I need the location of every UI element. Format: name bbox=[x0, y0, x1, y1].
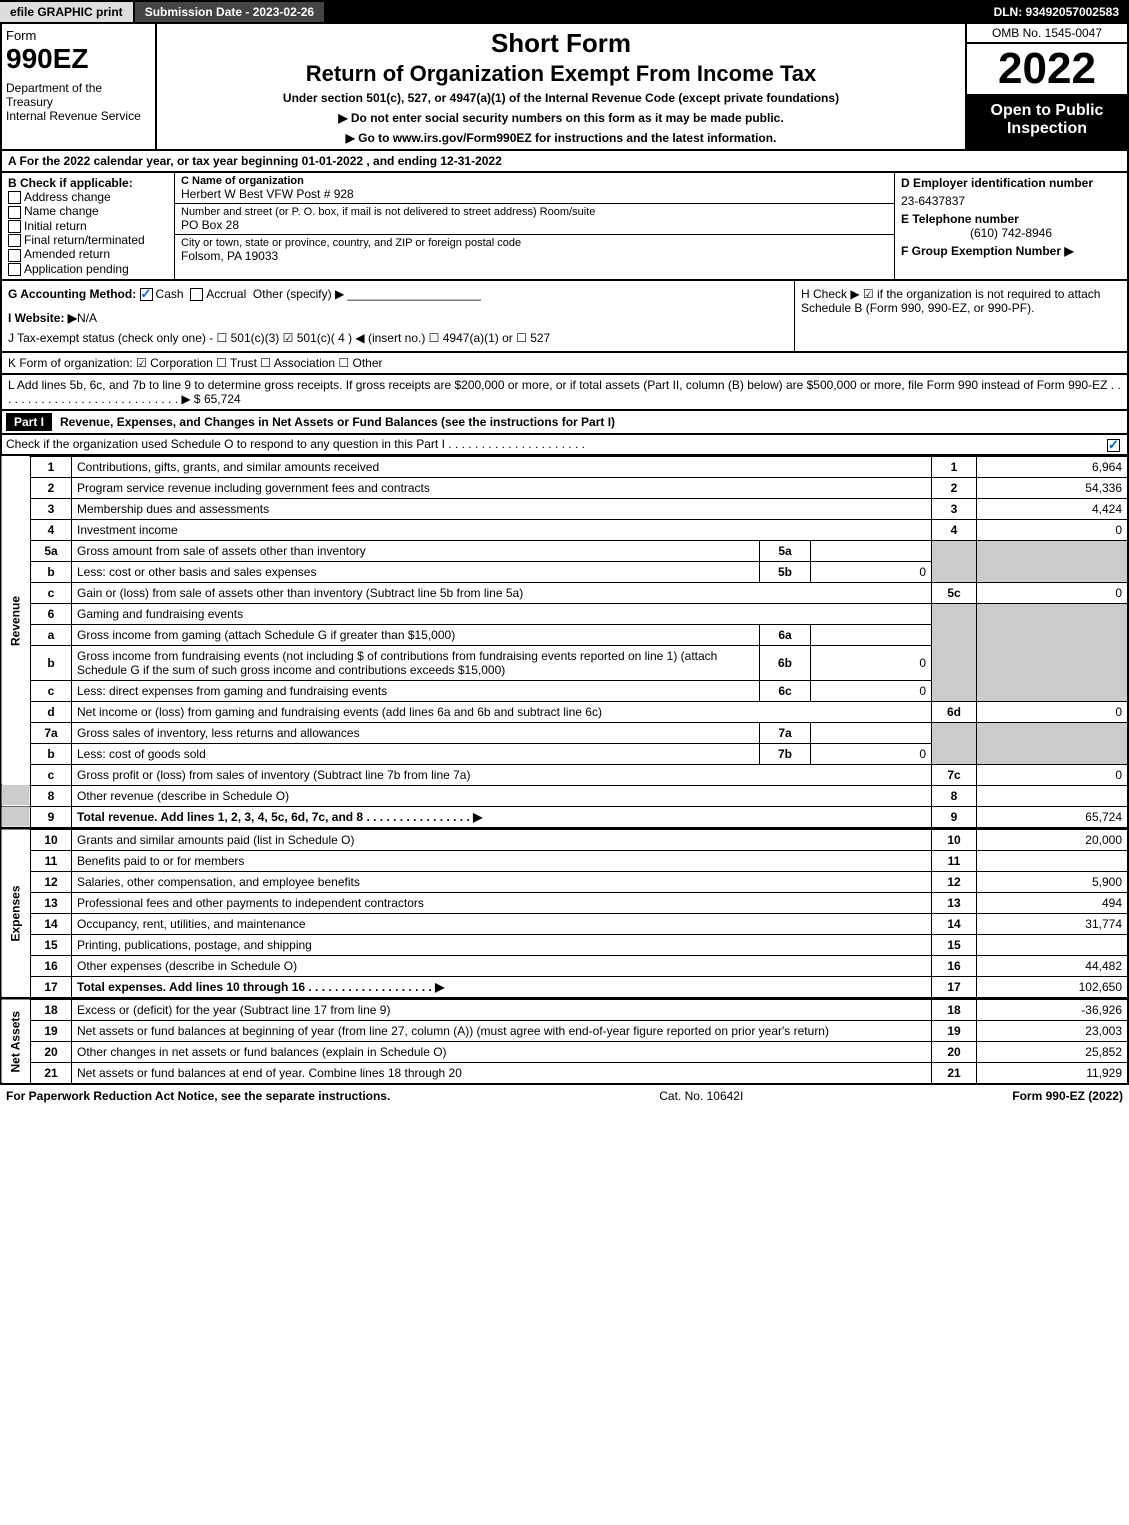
opt-amended-return[interactable]: Amended return bbox=[8, 247, 168, 261]
section-b-label: B Check if applicable: bbox=[8, 176, 168, 190]
table-row: 15Printing, publications, postage, and s… bbox=[1, 934, 1128, 955]
tax-year: 2022 bbox=[967, 44, 1127, 96]
expenses-table: Expenses 10Grants and similar amounts pa… bbox=[0, 829, 1129, 999]
opt-initial-return[interactable]: Initial return bbox=[8, 219, 168, 233]
table-row: 13Professional fees and other payments t… bbox=[1, 892, 1128, 913]
footer-right: Form 990-EZ (2022) bbox=[1012, 1089, 1123, 1103]
section-j: J Tax-exempt status (check only one) - ☐… bbox=[8, 331, 788, 345]
do-not-enter: ▶ Do not enter social security numbers o… bbox=[161, 111, 961, 125]
section-b: B Check if applicable: Address change Na… bbox=[2, 173, 175, 279]
table-row: Expenses 10Grants and similar amounts pa… bbox=[1, 829, 1128, 850]
open-to-public: Open to Public Inspection bbox=[967, 96, 1127, 149]
table-row: 12Salaries, other compensation, and empl… bbox=[1, 871, 1128, 892]
net-assets-table: Net Assets 18Excess or (deficit) for the… bbox=[0, 999, 1129, 1085]
top-bar: efile GRAPHIC print Submission Date - 20… bbox=[0, 0, 1129, 24]
section-k: K Form of organization: ☑ Corporation ☐ … bbox=[0, 353, 1129, 375]
part-i-header: Part I Revenue, Expenses, and Changes in… bbox=[0, 411, 1129, 435]
city-label: City or town, state or province, country… bbox=[181, 237, 888, 249]
opt-application-pending[interactable]: Application pending bbox=[8, 262, 168, 276]
form-header: Form 990EZ Department of the Treasury In… bbox=[0, 24, 1129, 151]
form-number: 990EZ bbox=[6, 43, 151, 75]
tel-value: (610) 742-8946 bbox=[901, 226, 1121, 240]
table-row: 3Membership dues and assessments34,424 bbox=[1, 498, 1128, 519]
table-row: 8Other revenue (describe in Schedule O)8 bbox=[1, 785, 1128, 806]
netassets-side-label: Net Assets bbox=[1, 999, 31, 1084]
sections-g-h: G Accounting Method: Cash Accrual Other … bbox=[0, 281, 1129, 353]
revenue-side-label: Revenue bbox=[1, 456, 31, 785]
accrual-checkbox[interactable] bbox=[190, 288, 203, 301]
header-left: Form 990EZ Department of the Treasury In… bbox=[2, 24, 157, 149]
part-i-label: Part I bbox=[6, 413, 52, 431]
table-row: Revenue 1Contributions, gifts, grants, a… bbox=[1, 456, 1128, 477]
efile-tab[interactable]: efile GRAPHIC print bbox=[0, 2, 135, 22]
opt-name-change[interactable]: Name change bbox=[8, 204, 168, 218]
short-form-title: Short Form bbox=[161, 28, 961, 59]
expenses-side-label: Expenses bbox=[1, 829, 31, 998]
street-label: Number and street (or P. O. box, if mail… bbox=[181, 206, 888, 218]
irs-text: Internal Revenue Service bbox=[6, 109, 141, 123]
table-row: 4Investment income40 bbox=[1, 519, 1128, 540]
website-value: N/A bbox=[77, 311, 97, 325]
omb-number: OMB No. 1545-0047 bbox=[967, 24, 1127, 44]
section-d-e-f: D Employer identification number 23-6437… bbox=[895, 173, 1127, 279]
header-center: Short Form Return of Organization Exempt… bbox=[157, 24, 965, 149]
sections-b-to-f: B Check if applicable: Address change Na… bbox=[0, 173, 1129, 281]
accounting-method: G Accounting Method: Cash Accrual Other … bbox=[8, 287, 788, 301]
table-row: 5aGross amount from sale of assets other… bbox=[1, 540, 1128, 561]
part-i-subheader: Check if the organization used Schedule … bbox=[0, 435, 1129, 455]
table-row: 19Net assets or fund balances at beginni… bbox=[1, 1020, 1128, 1041]
website-row: I Website: ▶N/A bbox=[8, 311, 788, 325]
footer-mid: Cat. No. 10642I bbox=[659, 1089, 743, 1103]
table-row: 16Other expenses (describe in Schedule O… bbox=[1, 955, 1128, 976]
part-i-title: Revenue, Expenses, and Changes in Net As… bbox=[60, 415, 615, 429]
opt-address-change[interactable]: Address change bbox=[8, 190, 168, 204]
submission-tab: Submission Date - 2023-02-26 bbox=[135, 2, 324, 22]
revenue-table: Revenue 1Contributions, gifts, grants, a… bbox=[0, 456, 1129, 829]
section-a: A For the 2022 calendar year, or tax yea… bbox=[0, 151, 1129, 173]
table-row: cGain or (loss) from sale of assets othe… bbox=[1, 582, 1128, 603]
part-i-sub: Check if the organization used Schedule … bbox=[6, 437, 585, 451]
org-name-label: C Name of organization bbox=[181, 175, 888, 187]
table-row: 2Program service revenue including gover… bbox=[1, 477, 1128, 498]
table-row: 7aGross sales of inventory, less returns… bbox=[1, 722, 1128, 743]
group-label: F Group Exemption Number ▶ bbox=[901, 244, 1121, 258]
table-row: 6Gaming and fundraising events bbox=[1, 603, 1128, 624]
street-value: PO Box 28 bbox=[181, 218, 888, 232]
section-l: L Add lines 5b, 6c, and 7b to line 9 to … bbox=[0, 375, 1129, 411]
table-row: cGross profit or (loss) from sales of in… bbox=[1, 764, 1128, 785]
opt-final-return[interactable]: Final return/terminated bbox=[8, 233, 168, 247]
table-row: Net Assets 18Excess or (deficit) for the… bbox=[1, 999, 1128, 1020]
section-h: H Check ▶ ☑ if the organization is not r… bbox=[794, 281, 1127, 351]
page-footer: For Paperwork Reduction Act Notice, see … bbox=[0, 1085, 1129, 1107]
tel-label: E Telephone number bbox=[901, 212, 1121, 226]
table-row: 9Total revenue. Add lines 1, 2, 3, 4, 5c… bbox=[1, 806, 1128, 828]
street-cell: Number and street (or P. O. box, if mail… bbox=[175, 204, 894, 235]
table-row: 11Benefits paid to or for members11 bbox=[1, 850, 1128, 871]
header-right: OMB No. 1545-0047 2022 Open to Public In… bbox=[965, 24, 1127, 149]
ein-value: 23-6437837 bbox=[901, 194, 1121, 208]
return-title: Return of Organization Exempt From Incom… bbox=[161, 61, 961, 87]
under-section: Under section 501(c), 527, or 4947(a)(1)… bbox=[161, 91, 961, 105]
table-row: 14Occupancy, rent, utilities, and mainte… bbox=[1, 913, 1128, 934]
dln: DLN: 93492057002583 bbox=[984, 2, 1129, 22]
schedule-o-checkbox[interactable] bbox=[1107, 439, 1120, 452]
section-c: C Name of organization Herbert W Best VF… bbox=[175, 173, 895, 279]
ein-label: D Employer identification number bbox=[901, 176, 1121, 190]
table-row: dNet income or (loss) from gaming and fu… bbox=[1, 701, 1128, 722]
table-row: 20Other changes in net assets or fund ba… bbox=[1, 1041, 1128, 1062]
dept-text: Department of the Treasury bbox=[6, 81, 102, 109]
org-name: Herbert W Best VFW Post # 928 bbox=[181, 187, 888, 201]
department: Department of the Treasury Internal Reve… bbox=[6, 81, 151, 123]
form-label: Form bbox=[6, 28, 151, 43]
city-value: Folsom, PA 19033 bbox=[181, 249, 888, 263]
section-g: G Accounting Method: Cash Accrual Other … bbox=[2, 281, 794, 351]
footer-left: For Paperwork Reduction Act Notice, see … bbox=[6, 1089, 390, 1103]
goto-link[interactable]: ▶ Go to www.irs.gov/Form990EZ for instru… bbox=[161, 131, 961, 145]
org-name-cell: C Name of organization Herbert W Best VF… bbox=[175, 173, 894, 204]
table-row: 17Total expenses. Add lines 10 through 1… bbox=[1, 976, 1128, 998]
city-cell: City or town, state or province, country… bbox=[175, 235, 894, 265]
cash-checkbox[interactable] bbox=[140, 288, 153, 301]
table-row: 21Net assets or fund balances at end of … bbox=[1, 1062, 1128, 1084]
